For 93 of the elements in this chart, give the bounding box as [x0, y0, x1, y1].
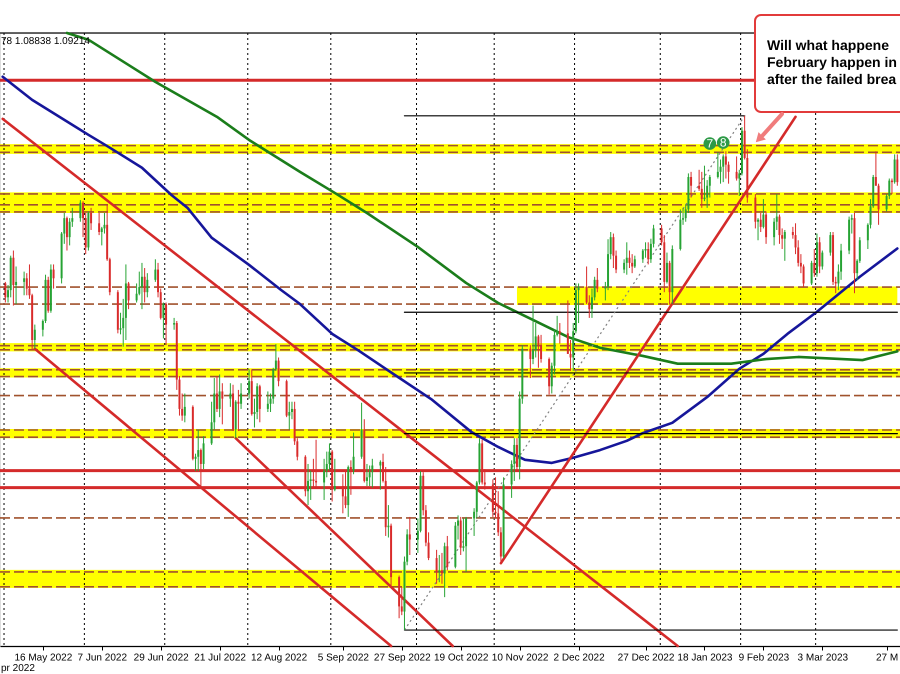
x-tick-label: 2 Dec 2022 — [553, 652, 606, 664]
candlestick — [366, 463, 368, 487]
candlestick — [700, 171, 703, 208]
candlestick — [387, 504, 390, 538]
x-tick-label: 16 May 2022 — [14, 652, 73, 664]
candlestick — [165, 302, 168, 346]
annotation: 7 — [706, 136, 714, 151]
candlestick — [352, 432, 355, 475]
candlestick — [436, 549, 438, 584]
x-tick-label: 5 Sep 2022 — [318, 652, 370, 664]
candlestick — [197, 428, 200, 472]
candlestick — [628, 250, 630, 269]
candlestick — [762, 198, 764, 229]
candlestick — [307, 463, 310, 506]
candlestick — [240, 382, 242, 410]
candlestick — [736, 156, 738, 182]
candlestick — [278, 357, 280, 387]
text: pr 2022 — [1, 663, 36, 674]
x-tick-label: 3 Mar 2023 — [798, 652, 849, 664]
candlestick — [757, 218, 760, 241]
candlestick — [438, 554, 440, 583]
candlestick — [890, 178, 893, 194]
candlestick — [760, 212, 762, 233]
x-tick-label: 12 Aug 2022 — [250, 652, 308, 664]
candlestick — [266, 390, 269, 413]
candlestick — [813, 248, 816, 278]
candlestick — [371, 458, 374, 488]
candlestick — [288, 401, 290, 430]
candlestick — [34, 324, 36, 350]
candlestick — [440, 552, 443, 584]
annotation: 8 — [720, 136, 727, 150]
candlestick — [894, 154, 896, 184]
candlestick — [144, 268, 146, 303]
candlestick — [128, 281, 130, 310]
candlestick — [896, 154, 898, 186]
candlestick — [765, 210, 768, 244]
candlestick — [23, 271, 26, 296]
x-tick-label: 9 Feb 2023 — [738, 652, 790, 664]
candlestick — [784, 229, 786, 262]
candlestick — [722, 154, 724, 183]
x-tick-label: 10 Nov 2022 — [492, 652, 549, 664]
candlestick — [821, 250, 824, 270]
candlestick — [98, 212, 100, 236]
candlestick — [140, 262, 143, 310]
candlestick — [221, 382, 224, 425]
candlestick — [229, 382, 232, 408]
candlestick — [690, 171, 692, 198]
candlestick — [237, 389, 240, 432]
candlestick — [446, 535, 448, 571]
candlestick — [184, 392, 186, 423]
candlestick — [532, 305, 534, 365]
x-tick-label: 18 Jan 2023 — [677, 652, 733, 664]
candlestick — [724, 150, 727, 180]
candlestick — [634, 255, 636, 269]
candlestick — [90, 207, 92, 230]
candlestick — [529, 344, 532, 379]
candlestick — [52, 264, 55, 290]
candlestick — [162, 302, 164, 339]
candlestick — [810, 260, 813, 286]
x-tick-label: 29 Jun 2022 — [134, 652, 190, 664]
candlestick — [202, 436, 205, 470]
candlestick — [626, 242, 628, 276]
candlestick — [596, 268, 598, 293]
candlestick — [379, 460, 382, 490]
candlestick — [647, 242, 650, 265]
candlestick — [146, 272, 148, 298]
candlestick — [218, 374, 221, 418]
candlestick — [173, 317, 176, 330]
text: Will what happene February happen in after the failed brea — [767, 37, 897, 87]
x-tick-label: 19 Oct 2022 — [434, 652, 489, 664]
candlestick — [666, 252, 668, 284]
candlestick — [612, 233, 614, 269]
text: 78 1.08838 1.09214 — [1, 36, 90, 47]
candlestick — [716, 152, 719, 180]
x-tick-label: 7 Jun 2022 — [78, 652, 128, 664]
candlestick — [154, 258, 156, 282]
candlestick — [216, 376, 218, 413]
candlestick — [334, 458, 336, 492]
candlestick — [631, 254, 634, 274]
x-tick-label: 21 Jul 2022 — [194, 652, 246, 664]
candlestick — [66, 216, 68, 252]
candlestick — [79, 200, 82, 222]
candlestick — [258, 384, 261, 423]
candlestick — [15, 266, 18, 305]
candlestick — [248, 368, 250, 400]
candlestick — [829, 232, 832, 256]
x-tick-label: 27 Dec 2022 — [618, 652, 675, 664]
candlestick — [558, 322, 561, 344]
candlestick — [537, 334, 540, 368]
x-tick-label: 27 Sep 2022 — [374, 652, 432, 664]
x-tick-label: 27 M — [876, 652, 898, 664]
candlestick — [408, 516, 411, 556]
candlestick — [4, 281, 6, 303]
